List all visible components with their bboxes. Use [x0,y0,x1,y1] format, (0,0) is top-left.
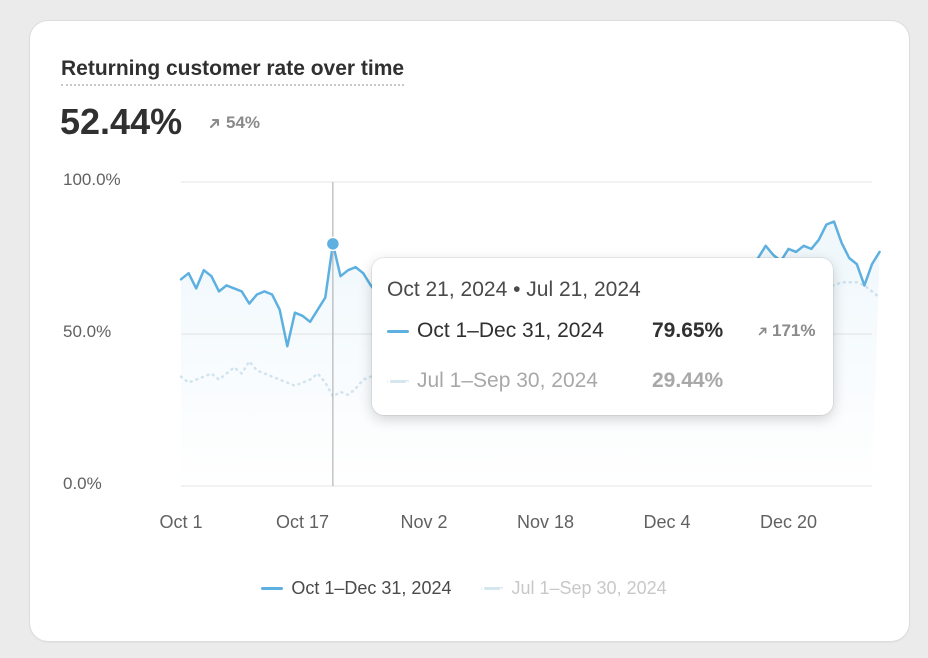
x-tick-label: Dec 20 [759,512,817,532]
tooltip-change-value: 171% [772,321,816,340]
legend-item-comparison[interactable]: Jul 1–Sep 30, 2024 [481,578,667,599]
y-tick-label: 50.0% [63,322,112,341]
arrow-up-right-icon [210,119,219,128]
metric-change: 54% [208,113,260,133]
legend-label: Jul 1–Sep 30, 2024 [511,578,667,598]
tooltip-row-comparison: Jul 1–Sep 30, 2024 29.44% [387,369,757,393]
tooltip-row-current: Oct 1–Dec 31, 2024 79.65% 171% [387,319,815,343]
tooltip-series-value: 79.65% [652,319,724,342]
x-tick-label: Oct 1 [159,512,203,532]
tooltip-title: Oct 21, 2024 • Jul 21, 2024 [387,278,641,301]
tooltip-series-label: Oct 1–Dec 31, 2024 [417,319,604,342]
primary-metric: 52.44% [60,101,183,142]
legend-swatch-solid [261,587,284,590]
arrow-up-right-icon [758,327,767,336]
card-title[interactable]: Returning customer rate over time [61,57,405,86]
tooltip-series-label: Jul 1–Sep 30, 2024 [417,369,598,392]
x-tick-label: Nov 2 [400,512,448,532]
x-tick-label: Nov 18 [516,512,574,532]
hover-point [325,236,341,252]
y-tick-label: 0.0% [63,474,102,493]
metric-change-value: 54% [226,113,261,132]
y-tick-label: 100.0% [63,170,121,189]
tooltip-series-value: 29.44% [652,369,724,392]
legend-label: Oct 1–Dec 31, 2024 [291,578,452,598]
legend-item-current[interactable]: Oct 1–Dec 31, 2024 [261,578,451,599]
series-swatch-solid [387,329,409,333]
series-swatch-dotted [387,379,409,383]
chart-legend: Oct 1–Dec 31, 2024 Jul 1–Sep 30, 2024 [0,578,928,599]
tooltip-series-change: 171% [757,321,815,341]
legend-swatch-dotted [481,587,504,590]
x-tick-label: Oct 17 [275,512,329,532]
chart-tooltip: Oct 21, 2024 • Jul 21, 2024 Oct 1–Dec 31… [372,258,833,415]
x-tick-label: Dec 4 [643,512,691,532]
